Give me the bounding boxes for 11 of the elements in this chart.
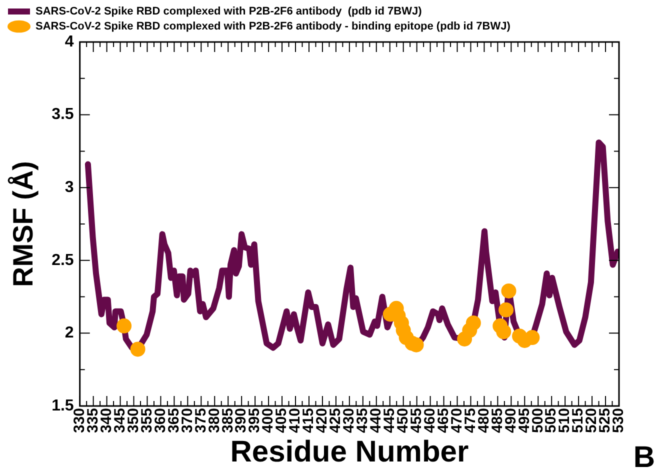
y-tick-label: 1.5 [52,397,74,414]
legend-label: SARS-CoV-2 Spike RBD complexed with P2B-2F6 antibody (pdb id 7BWJ) [36,6,422,18]
y-tick-label: 2 [64,324,74,342]
legend-label: SARS-CoV-2 Spike RBD complexed with P2B-2F6 antibody - binding epitope (pdb id 7BWJ) [36,20,511,33]
y-tick-label: 3 [64,178,74,196]
y-tick-label: 2.5 [52,252,74,269]
y-tick-label: 3.5 [52,106,74,124]
x-axis-title: Residue Number [230,435,469,468]
y-tick-label: 4 [64,33,74,50]
y-axis-title: RMSF (Å) [8,160,39,287]
text: B [633,441,655,471]
